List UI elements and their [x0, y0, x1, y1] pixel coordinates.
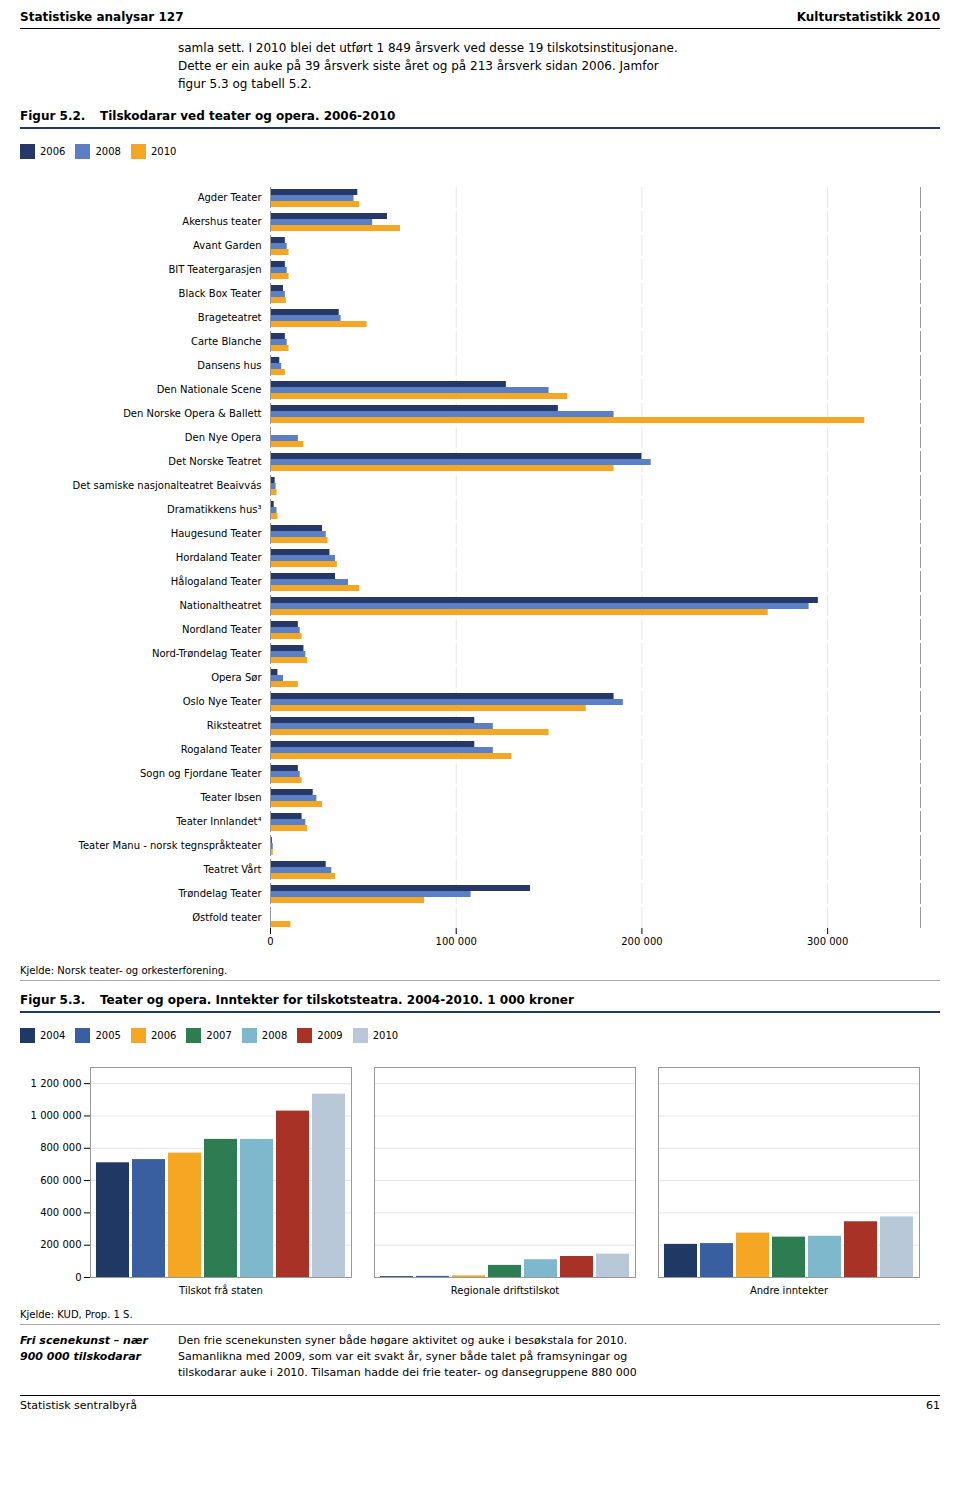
- svg-text:Tilskot frå staten: Tilskot frå staten: [178, 1284, 263, 1296]
- svg-text:Regionale driftstilskot: Regionale driftstilskot: [451, 1285, 559, 1296]
- svg-text:1 000 000: 1 000 000: [31, 1110, 82, 1121]
- svg-text:Det samiske nasjonalteatret Be: Det samiske nasjonalteatret Beaivvás: [73, 480, 262, 491]
- svg-text:Teater Innlandet⁴: Teater Innlandet⁴: [175, 816, 261, 827]
- svg-text:Opera Sør: Opera Sør: [211, 672, 262, 683]
- html-text:2005: 2005: [95, 1030, 121, 1041]
- svg-text:600 000: 600 000: [40, 1175, 81, 1186]
- svg-text:Agder Teater: Agder Teater: [198, 192, 263, 203]
- html-text:Statistiske analysar 127: Statistiske analysar 127: [20, 10, 184, 24]
- svg-text:400 000: 400 000: [40, 1207, 81, 1218]
- svg-text:Det Norske Teatret: Det Norske Teatret: [168, 456, 261, 467]
- svg-text:Black Box Teater: Black Box Teater: [179, 288, 263, 299]
- html-text:2004: 2004: [40, 1030, 66, 1041]
- svg-text:Brageteatret: Brageteatret: [198, 312, 262, 323]
- svg-text:Rogaland Teater: Rogaland Teater: [181, 744, 263, 755]
- svg-text:Avant Garden: Avant Garden: [193, 240, 261, 251]
- svg-text:Dansens hus: Dansens hus: [197, 360, 261, 371]
- html-text:Figur 5.3.: Figur 5.3.: [20, 993, 86, 1007]
- svg-text:0: 0: [75, 1272, 81, 1283]
- svg-text:200 000: 200 000: [40, 1239, 81, 1250]
- html-text:2010: 2010: [372, 1030, 399, 1041]
- html-text:Fri scenekunst – nær 900 000 t: Fri scenekunst – nær 900 000 tilskodarar: [20, 1334, 148, 1363]
- svg-text:100 000: 100 000: [436, 936, 477, 947]
- html-text:2008: 2008: [95, 146, 121, 157]
- html-text:Tilskodarar ved teater og oper: Tilskodarar ved teater og opera. 2006-20…: [100, 109, 396, 123]
- svg-text:Riksteatret: Riksteatret: [207, 720, 262, 731]
- svg-text:Hordaland Teater: Hordaland Teater: [176, 552, 263, 563]
- svg-text:Den Norske Opera & Ballett: Den Norske Opera & Ballett: [123, 408, 261, 419]
- svg-text:300 000: 300 000: [807, 936, 848, 947]
- svg-text:Østfold teater: Østfold teater: [192, 912, 262, 923]
- html-text:2010: 2010: [150, 146, 177, 157]
- svg-text:Dramatikkens hus³: Dramatikkens hus³: [167, 504, 262, 515]
- svg-text:Den Nationale Scene: Den Nationale Scene: [157, 384, 262, 395]
- svg-text:Trøndelag Teater: Trøndelag Teater: [177, 888, 262, 899]
- html-text:2006: 2006: [150, 1030, 177, 1041]
- html-text:Statistisk sentralbyrå: Statistisk sentralbyrå: [20, 1398, 137, 1412]
- html-text:2009: 2009: [317, 1030, 343, 1041]
- svg-text:0: 0: [267, 936, 273, 947]
- html-text:61: 61: [926, 1398, 940, 1412]
- svg-text:Nordland Teater: Nordland Teater: [182, 624, 262, 635]
- svg-text:Teatret Vårt: Teatret Vårt: [203, 863, 262, 875]
- html-text:2008: 2008: [261, 1030, 288, 1041]
- svg-text:Akershus teater: Akershus teater: [182, 216, 262, 227]
- svg-text:Oslo Nye Teater: Oslo Nye Teater: [183, 696, 263, 707]
- html-text:Teater og opera. Inntekter for: Teater og opera. Inntekter for tilskotst…: [100, 993, 574, 1007]
- svg-text:Haugesund Teater: Haugesund Teater: [171, 528, 263, 539]
- svg-text:Andre inntekter: Andre inntekter: [750, 1285, 829, 1296]
- html-text:Den frie scenekunsten syner bå: Den frie scenekunsten syner både høgare …: [178, 1334, 637, 1379]
- svg-text:Nord-Trøndelag Teater: Nord-Trøndelag Teater: [152, 648, 262, 659]
- svg-text:BIT Teatergarasjen: BIT Teatergarasjen: [169, 264, 262, 275]
- svg-text:Teater Manu - norsk tegnspråkt: Teater Manu - norsk tegnspråkteater: [78, 839, 263, 851]
- svg-text:Den Nye Opera: Den Nye Opera: [185, 432, 262, 443]
- html-text:2007: 2007: [206, 1030, 232, 1041]
- html-text:2006: 2006: [40, 146, 66, 157]
- html-text:Figur 5.2.: Figur 5.2.: [20, 109, 86, 123]
- svg-text:Sogn og Fjordane Teater: Sogn og Fjordane Teater: [140, 768, 262, 779]
- svg-text:1 200 000: 1 200 000: [31, 1078, 82, 1089]
- html-text:Kjelde: Norsk teater- og orkes: Kjelde: Norsk teater- og orkesterforenin…: [20, 965, 228, 976]
- svg-text:Teater Ibsen: Teater Ibsen: [199, 792, 261, 803]
- svg-text:800 000: 800 000: [40, 1142, 81, 1153]
- svg-text:200 000: 200 000: [621, 936, 662, 947]
- html-text:Kulturstatistikk 2010: Kulturstatistikk 2010: [796, 10, 940, 24]
- svg-text:Hålogaland Teater: Hålogaland Teater: [171, 575, 263, 587]
- svg-text:Carte Blanche: Carte Blanche: [191, 336, 262, 347]
- html-text:samla sett. I 2010 blei det ut: samla sett. I 2010 blei det utført 1 849…: [178, 41, 678, 91]
- svg-text:Nationaltheatret: Nationaltheatret: [179, 600, 261, 611]
- html-text:Kjelde: KUD, Prop. 1 S.: Kjelde: KUD, Prop. 1 S.: [20, 1309, 133, 1320]
